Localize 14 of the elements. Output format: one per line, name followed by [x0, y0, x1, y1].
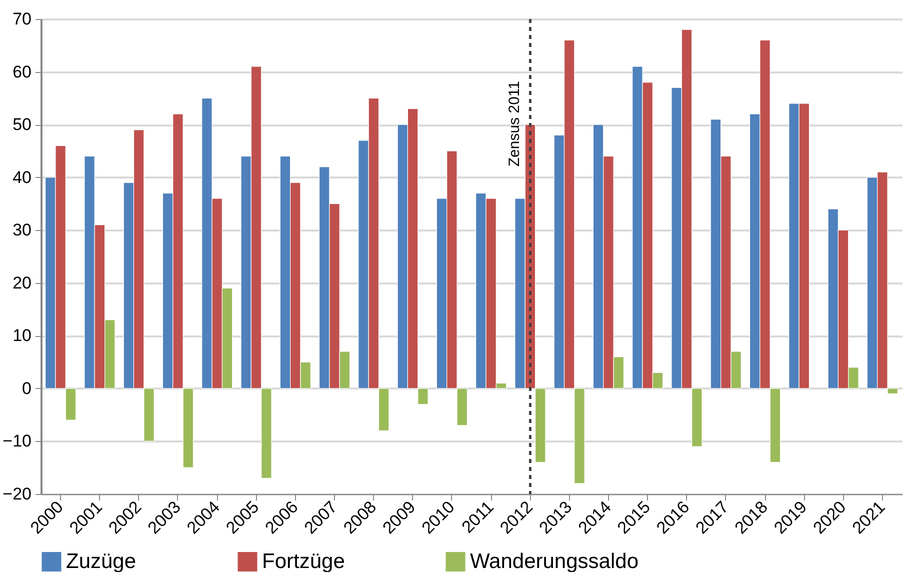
- ref-line-label: Zensus 2011: [506, 81, 524, 167]
- y-tick-label: 10: [12, 326, 32, 346]
- y-tick-label: 50: [12, 115, 32, 134]
- y-tick-label: 30: [12, 220, 32, 240]
- legend-label: Zuzüge: [66, 550, 136, 573]
- legend-label: Fortzüge: [262, 550, 345, 573]
- y-tick-label: 70: [12, 10, 32, 28]
- y-tick-label: 20: [12, 273, 32, 292]
- y-tick-label: −10: [2, 432, 32, 451]
- y-tick-label: 0: [22, 378, 32, 398]
- y-tick-label: −20: [2, 484, 32, 504]
- legend-label: Wanderungssaldo: [470, 550, 638, 573]
- y-tick-label: 40: [12, 168, 32, 187]
- y-tick-label: 60: [12, 62, 32, 82]
